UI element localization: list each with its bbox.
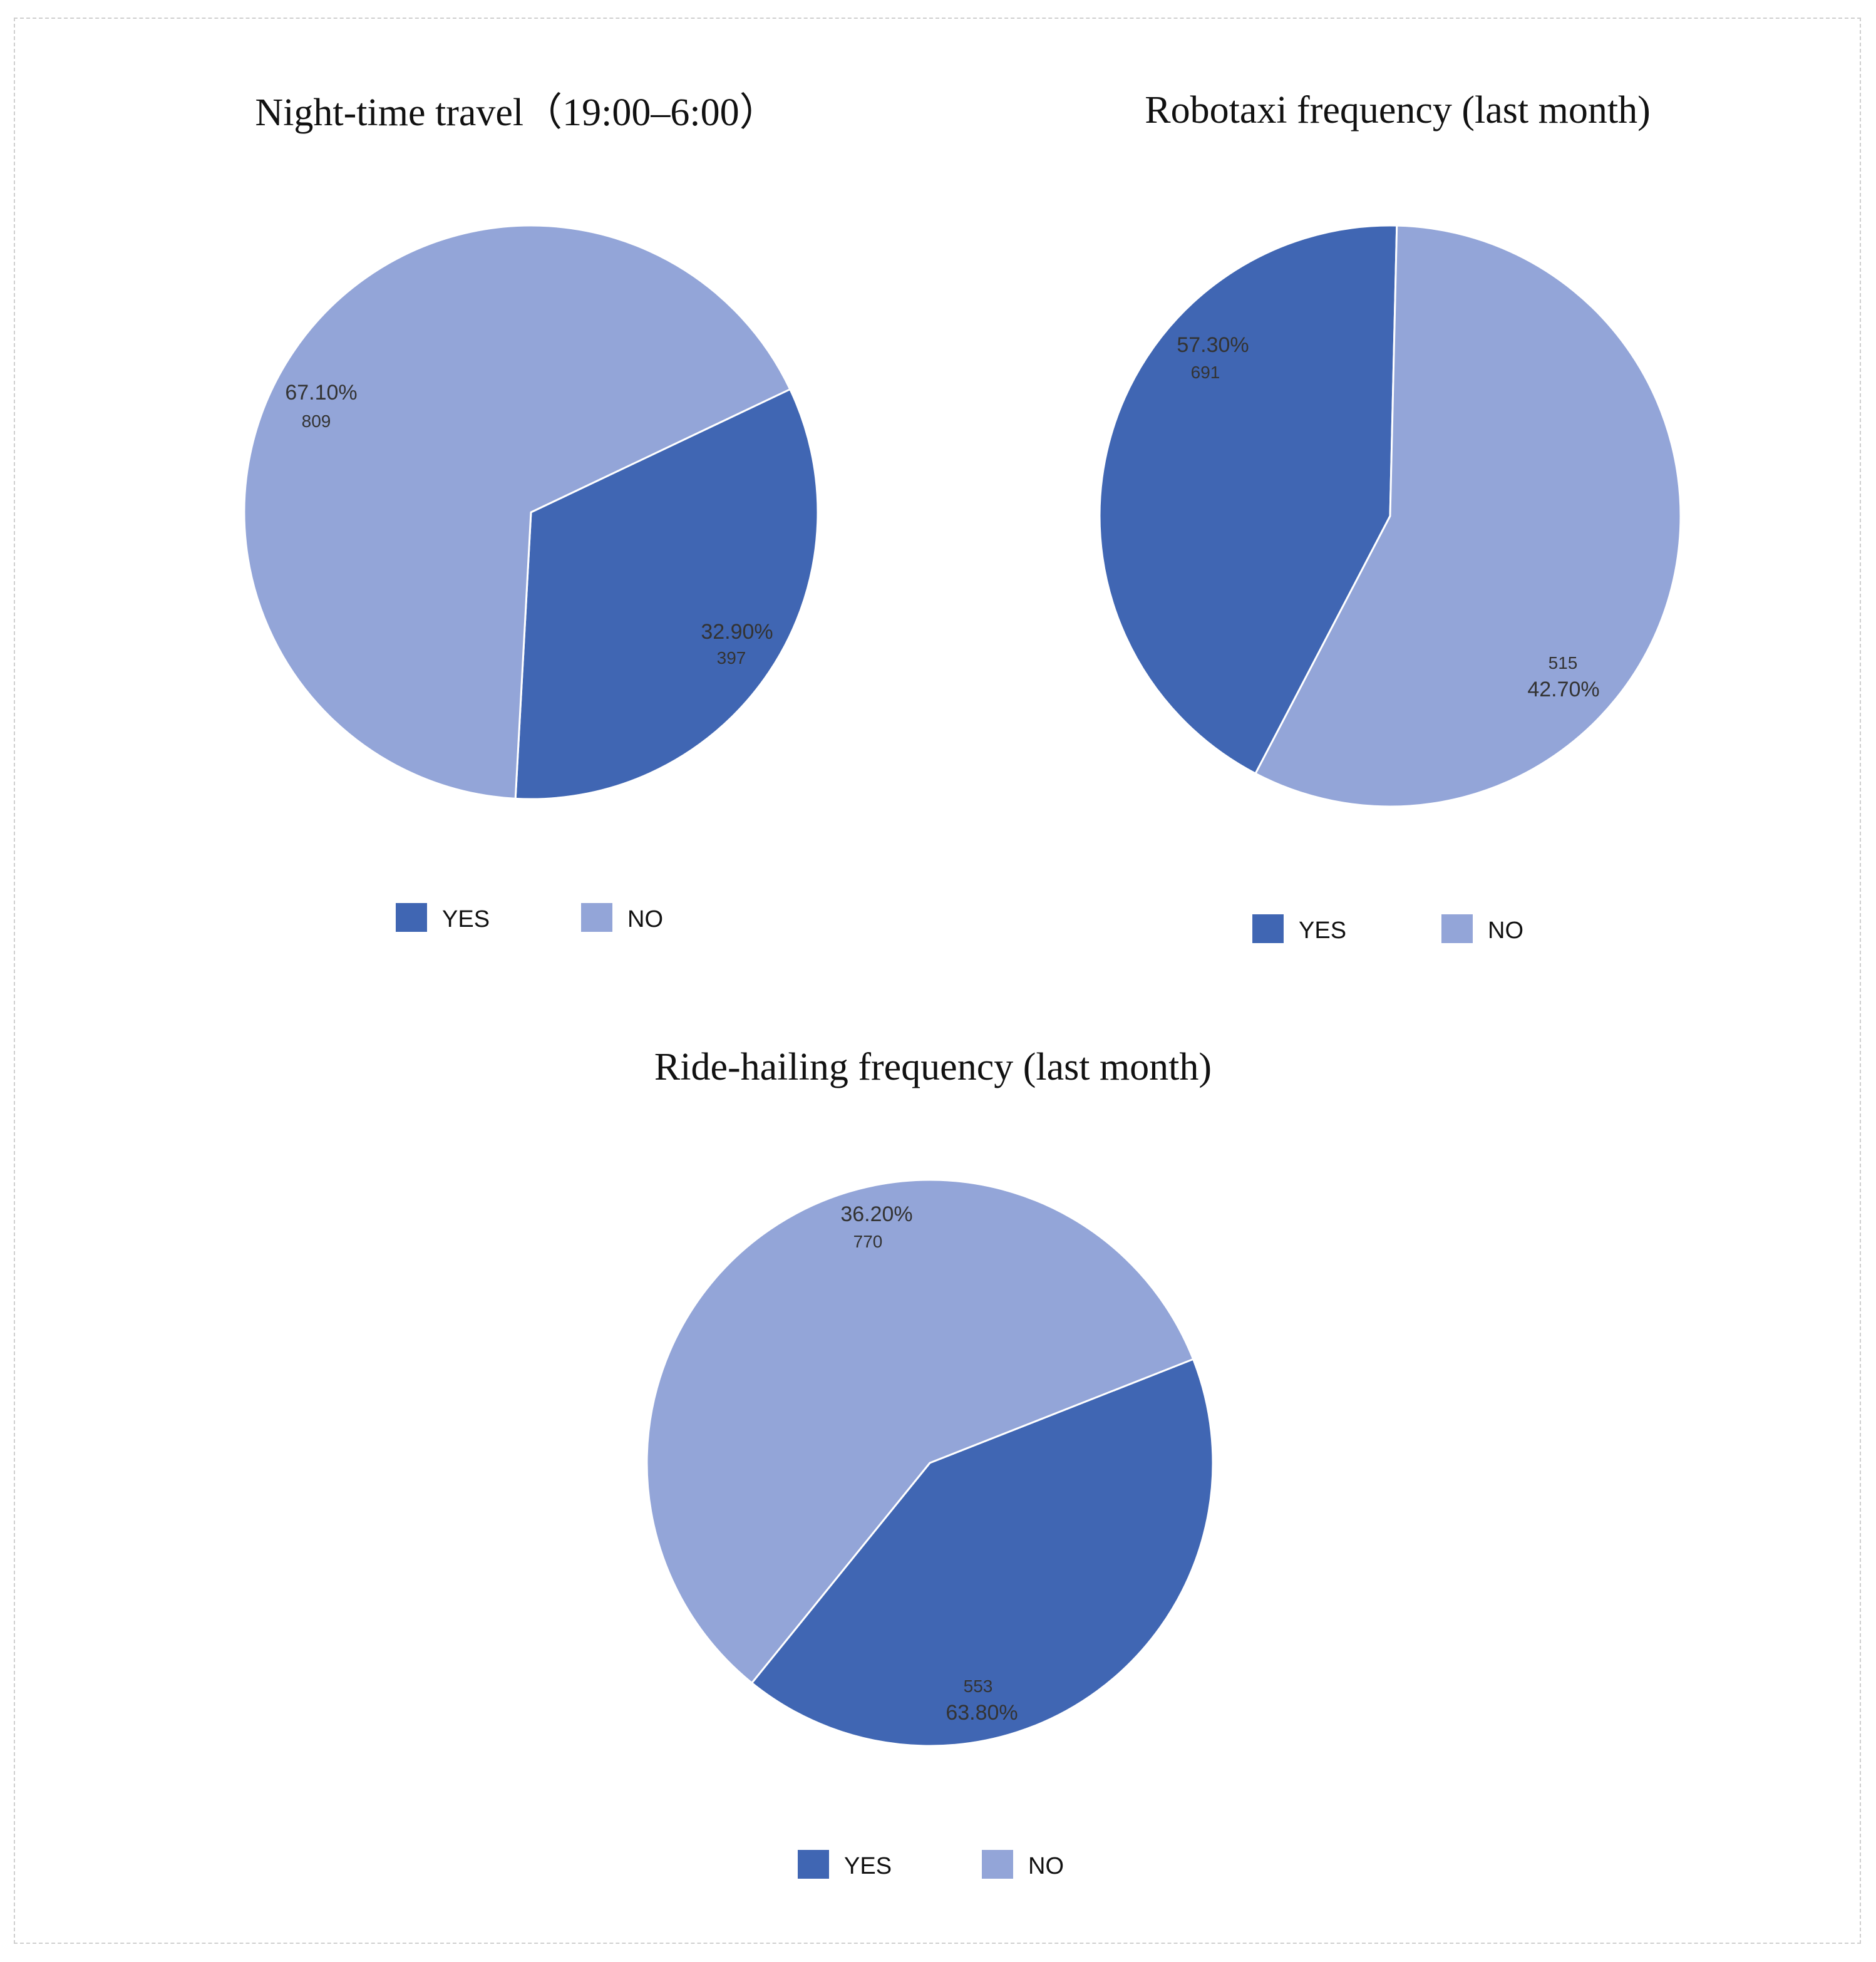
chart-title: Ride-hailing frequency (last month) bbox=[654, 1046, 1212, 1088]
pie-slice-yes bbox=[1098, 224, 1398, 775]
legend-swatch-yes bbox=[1252, 914, 1284, 943]
pie-chart-ride-hailing-frequency: Ride-hailing frequency (last month) 553 … bbox=[646, 1046, 1214, 1879]
figure-frame bbox=[14, 18, 1861, 1944]
pie-slice-yes bbox=[514, 388, 819, 800]
chart-title: Night-time travel（19:00–6:00） bbox=[255, 91, 778, 134]
pie-slice-no bbox=[243, 224, 791, 800]
slice-yes-count-label: 553 bbox=[964, 1676, 993, 1696]
slice-no-count-label: 691 bbox=[1191, 363, 1220, 382]
legend-swatch-no bbox=[581, 903, 612, 932]
legend-label-no: NO bbox=[1028, 1853, 1064, 1879]
legend-label-no: NO bbox=[1488, 917, 1523, 944]
legend-label-yes: YES bbox=[442, 906, 490, 932]
legend-swatch-no bbox=[1441, 914, 1473, 943]
legend-swatch-yes bbox=[798, 1850, 829, 1879]
slice-no-percent-label: 57.30% bbox=[1177, 333, 1249, 357]
pie-slices bbox=[646, 1179, 1214, 1747]
legend-swatch-no bbox=[982, 1850, 1013, 1879]
pie-chart-night-time-travel: Night-time travel（19:00–6:00） 32.90% 397… bbox=[243, 91, 819, 932]
slice-no-count-label: 809 bbox=[302, 411, 331, 431]
legend-swatch-yes bbox=[396, 903, 427, 932]
legend-label-yes: YES bbox=[1299, 917, 1346, 944]
legend: YES NO bbox=[798, 1850, 1064, 1879]
legend-label-yes: YES bbox=[844, 1853, 892, 1879]
slice-no-percent-label: 67.10% bbox=[285, 381, 357, 405]
slice-yes-percent-label: 32.90% bbox=[701, 620, 773, 644]
slice-yes-percent-label: 63.80% bbox=[946, 1701, 1018, 1725]
pie-chart-robotaxi-frequency: Robotaxi frequency (last month) 515 42.7… bbox=[1098, 89, 1682, 944]
slice-yes-percent-label: 42.70% bbox=[1527, 678, 1599, 701]
slice-yes-count-label: 397 bbox=[717, 648, 746, 668]
pie-slice-no bbox=[1254, 224, 1682, 808]
slice-yes-count-label: 515 bbox=[1549, 653, 1578, 673]
pie-slices bbox=[243, 224, 819, 800]
chart-title: Robotaxi frequency (last month) bbox=[1145, 89, 1651, 132]
pie-slice-no bbox=[646, 1179, 1195, 1684]
pie-slice-yes bbox=[751, 1358, 1214, 1747]
legend: YES NO bbox=[396, 903, 663, 932]
slice-labels: 32.90% 397 67.10% 809 bbox=[285, 381, 773, 668]
legend-label-no: NO bbox=[627, 906, 663, 932]
legend: YES NO bbox=[1252, 914, 1523, 944]
pie-slices bbox=[1098, 224, 1682, 808]
slice-labels: 553 63.80% 36.20% 770 bbox=[840, 1202, 1018, 1725]
slice-no-percent-label: 36.20% bbox=[840, 1202, 912, 1226]
slice-labels: 515 42.70% 57.30% 691 bbox=[1177, 333, 1599, 701]
slice-no-count-label: 770 bbox=[853, 1232, 883, 1251]
